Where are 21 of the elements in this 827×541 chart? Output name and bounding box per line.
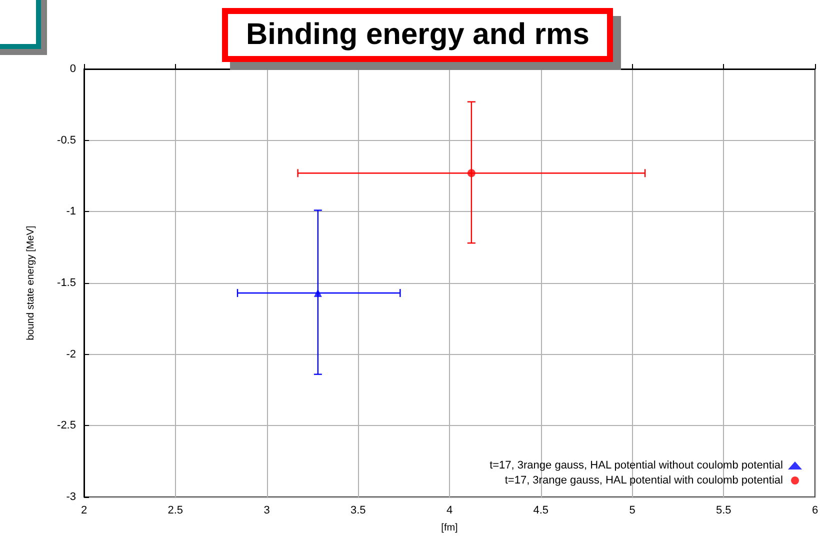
x-tick-label: 2 <box>80 504 88 516</box>
y-tick-label: -2.5 <box>57 420 76 432</box>
x-axis-title: [fm] <box>441 522 458 534</box>
x-tick-label: 4.5 <box>533 504 549 516</box>
x-tick-label: 4 <box>446 504 453 516</box>
chart-title: Binding energy and rms <box>222 8 614 62</box>
x-tick-label: 2.5 <box>168 504 184 516</box>
y-axis-title: bound state energy [MeV] <box>26 226 36 340</box>
x-tick-label: 6 <box>812 504 818 516</box>
x-tick-label: 3 <box>264 504 270 516</box>
x-tick-label: 5.5 <box>716 504 732 516</box>
y-tick-label: 0 <box>70 63 76 75</box>
legend-label: t=17, 3range gauss, HAL potential without coulomb potential <box>490 460 783 472</box>
x-tick-label: 3.5 <box>350 504 366 516</box>
y-tick-label: -1.5 <box>57 277 76 289</box>
y-tick-label: -1 <box>66 206 76 218</box>
x-tick-label: 5 <box>629 504 636 516</box>
y-tick-label: -3 <box>66 491 76 503</box>
legend-label: t=17, 3range gauss, HAL potential with coulomb potential <box>504 474 783 486</box>
y-tick-label: -0.5 <box>57 134 76 146</box>
y-tick-label: -2 <box>66 348 76 360</box>
